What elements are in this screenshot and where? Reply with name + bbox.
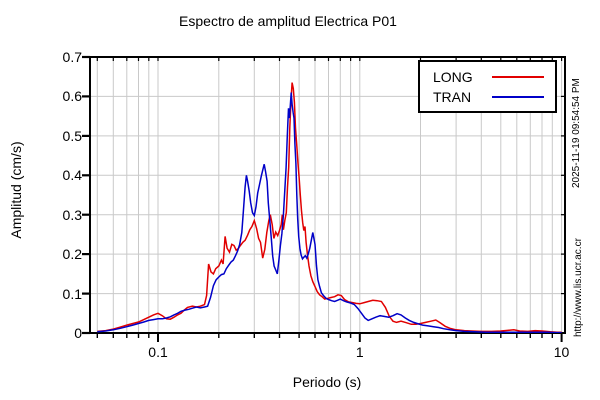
- x-tick-label: 0.1: [148, 344, 168, 360]
- y-tick-label: 0.3: [62, 206, 82, 223]
- timestamp-watermark: 2025-11-19 09:54:54 PM: [571, 78, 582, 188]
- legend-label-long: LONG: [433, 68, 473, 85]
- y-tick-label: 0: [74, 325, 82, 341]
- legend-item-long: LONG: [420, 69, 555, 85]
- y-tick-label: 0.5: [62, 127, 82, 144]
- x-tick-label: 1: [355, 344, 364, 360]
- url-watermark: http://www.lis.ucr.ac.cr: [573, 238, 584, 337]
- y-tick-label: 0.7: [62, 49, 82, 65]
- y-tick-label: 0.4: [62, 167, 82, 184]
- y-axis-label: Amplitud (cm/s): [8, 141, 24, 239]
- legend-item-tran: TRAN: [420, 89, 555, 105]
- x-axis-label: Periodo (s): [292, 374, 362, 390]
- legend-line-sample-tran: [492, 95, 544, 98]
- legend-box: LONG TRAN: [418, 60, 557, 113]
- x-tick-label: 10: [553, 344, 570, 360]
- long-series-line: [97, 82, 562, 333]
- tran-series-line: [97, 92, 562, 333]
- y-tick-label: 0.6: [62, 88, 82, 105]
- y-tick-label: 0.1: [62, 285, 82, 302]
- chart-title: Espectro de amplitud Electrica P01: [179, 13, 397, 29]
- legend-label-tran: TRAN: [433, 88, 472, 105]
- y-tick-label: 0.2: [62, 246, 82, 263]
- legend-line-sample-long: [492, 75, 544, 78]
